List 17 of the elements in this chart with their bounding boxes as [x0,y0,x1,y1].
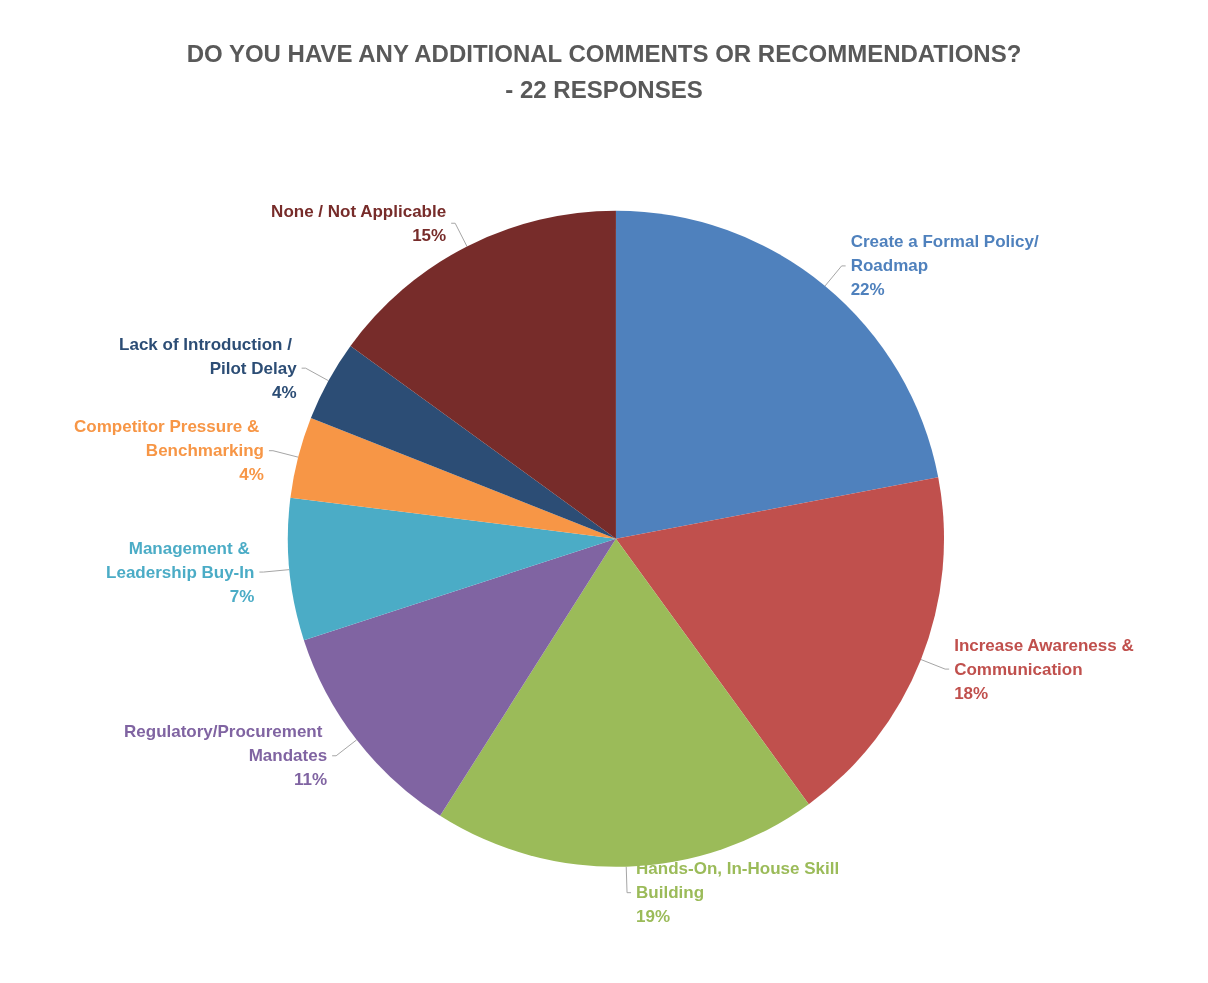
slice-label: Management & Leadership Buy-In [106,538,255,582]
slice-label: None / Not Applicable [271,201,447,221]
slice-label: Competitor Pressure & Benchmarking [74,417,264,461]
data-label: 18% [954,683,989,703]
slice-label: Lack of Introduction / Pilot Delay [119,334,298,378]
data-label: 4% [239,465,264,485]
data-label: 19% [636,907,671,927]
slice-label: Regulatory/Procurement Mandates [124,722,328,766]
data-label: 7% [229,586,255,606]
slice-label: Increase Awareness & Communication [954,635,1139,679]
data-label: 11% [294,770,328,790]
chart-title: DO YOU HAVE ANY ADDITIONAL COMMENTS OR RECOMMENDATIONS? - 22 RESPONSES [186,39,1022,103]
data-label: 15% [412,225,447,245]
slice-label: Create a Formal Policy/Roadmap [850,232,1039,276]
data-label: 22% [850,280,885,300]
slice-label: Hands-On, In-House Skill Building [636,859,844,903]
data-label: 4% [272,382,297,402]
